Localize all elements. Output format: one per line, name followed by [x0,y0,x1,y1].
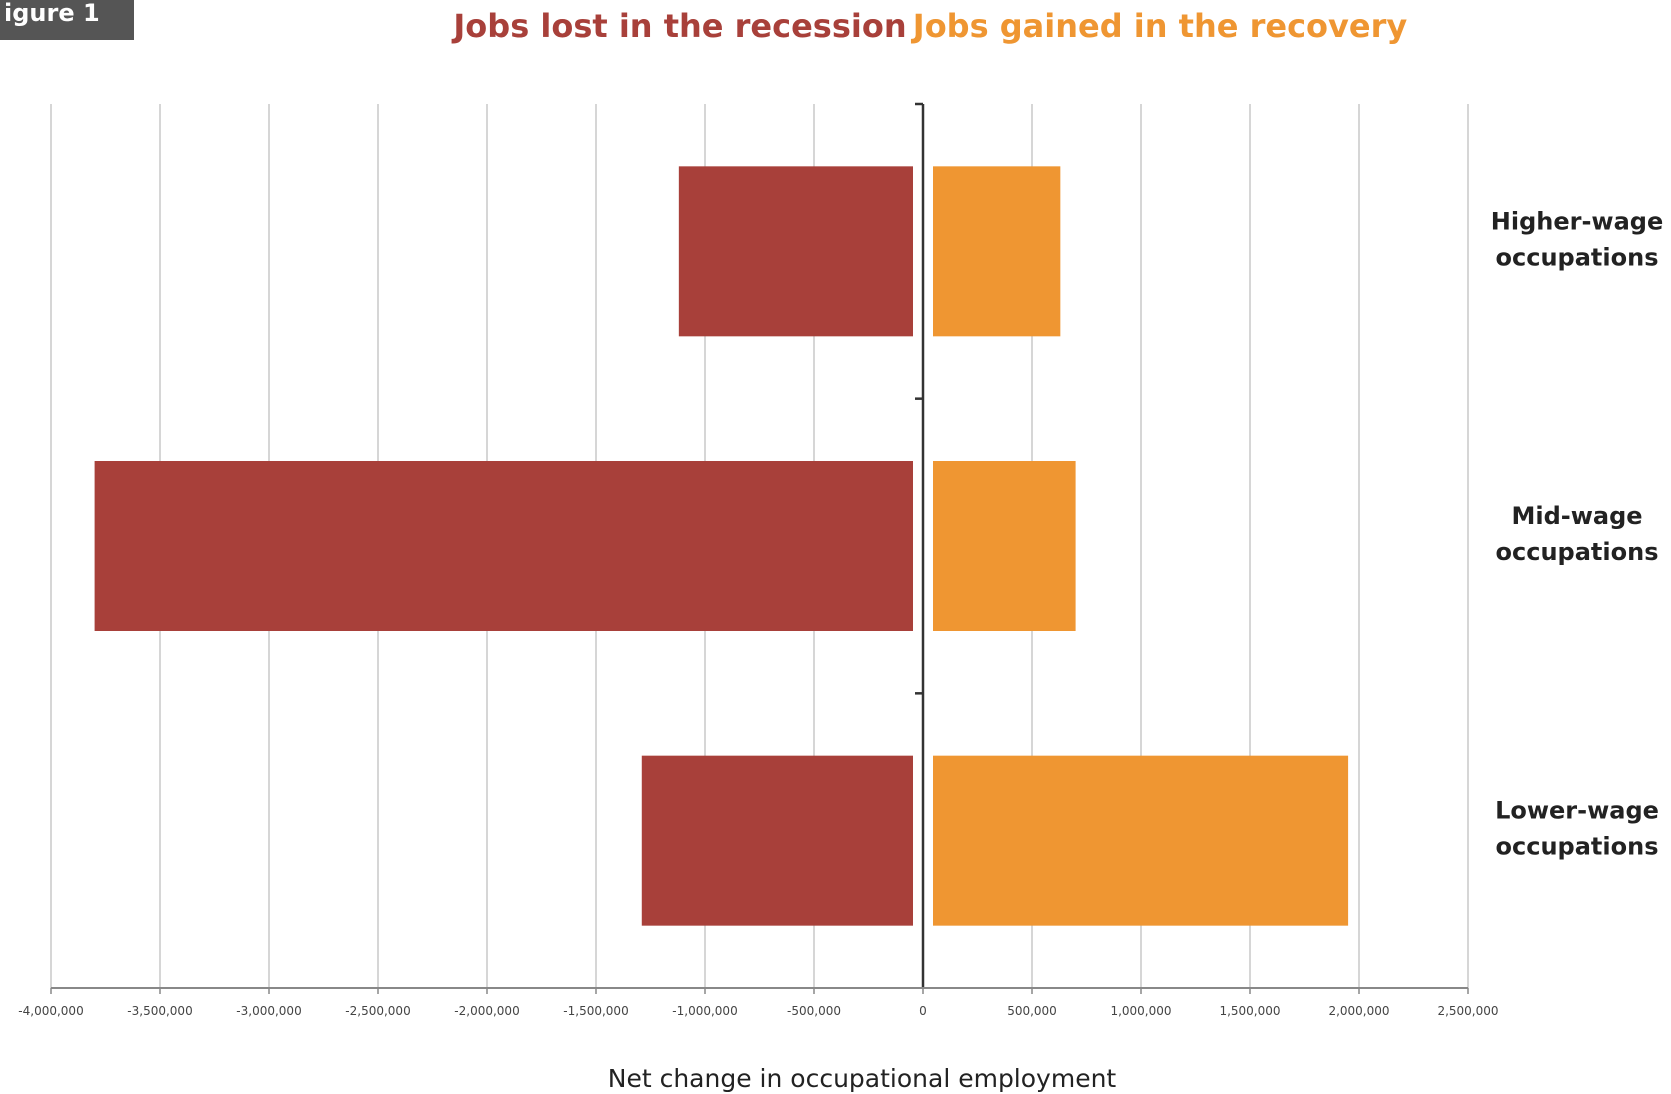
x-tick-label: 0 [919,1004,927,1018]
bars [94,166,1349,926]
category-label: Higher-wage [1491,207,1663,235]
recession-bar [678,166,913,337]
category-label: occupations [1496,538,1659,566]
recovery-bar [933,461,1076,631]
labels: Jobs lost in the recession Jobs gained i… [18,7,1663,1093]
recession-bar [94,461,914,631]
category-label: Lower-wage [1495,797,1659,825]
legend-entry-recovery: Jobs gained in the recovery [911,7,1408,45]
recession-bar [641,755,913,926]
x-tick-label: -3,500,000 [127,1004,192,1018]
x-tick-label: 1,500,000 [1219,1004,1280,1018]
legend-entry-recession: Jobs lost in the recession [451,7,906,45]
x-tick-label: 500,000 [1007,1004,1057,1018]
category-label: occupations [1496,833,1659,861]
category-label: Mid-wage [1511,502,1642,530]
recovery-bar [933,755,1349,926]
x-tick-label: -3,000,000 [236,1004,301,1018]
x-tick-label: -1,500,000 [563,1004,628,1018]
x-tick-label: -500,000 [787,1004,841,1018]
figure-tag: igure 1 [0,0,134,40]
x-tick-label: -1,000,000 [672,1004,737,1018]
x-tick-label: -4,000,000 [18,1004,83,1018]
x-tick-label: 2,500,000 [1437,1004,1498,1018]
x-tick-label: -2,500,000 [345,1004,410,1018]
x-tick-label: -2,000,000 [454,1004,519,1018]
category-label: occupations [1496,243,1659,271]
x-axis-label: Net change in occupational employment [608,1064,1117,1093]
x-tick-label: 2,000,000 [1328,1004,1389,1018]
axes [50,102,1469,994]
x-tick-label: 1,000,000 [1110,1004,1171,1018]
recovery-bar [933,166,1061,337]
